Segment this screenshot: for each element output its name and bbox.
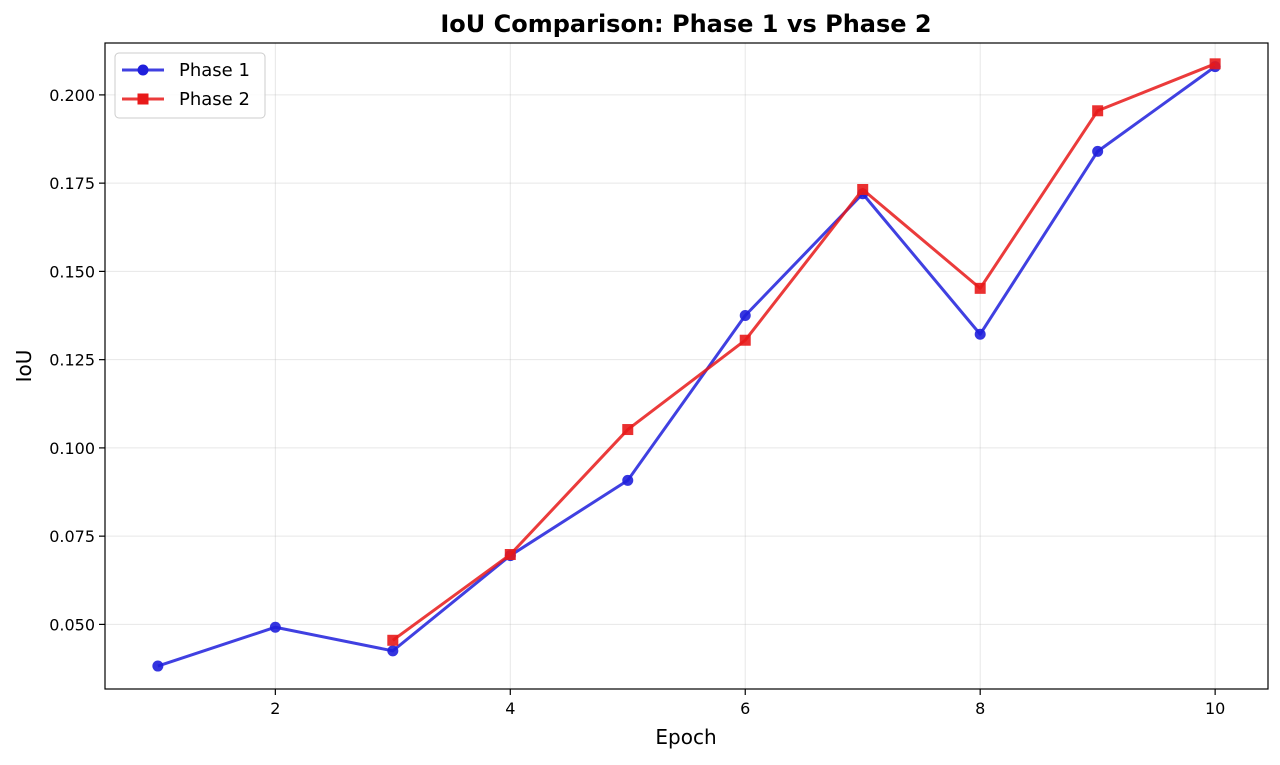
legend: Phase 1 Phase 2 [114, 52, 266, 119]
y-tick-label: 0.125 [49, 351, 95, 370]
legend-label: Phase 2 [179, 89, 250, 110]
data-point [974, 328, 986, 340]
data-point [152, 660, 164, 672]
series-layer [152, 58, 1221, 672]
series-line-phase-1 [157, 65, 1217, 668]
x-tick-label: 2 [270, 699, 280, 718]
grid [105, 43, 1268, 689]
data-point [1092, 105, 1104, 117]
legend-entry-phase-2: Phase 2 [122, 89, 250, 110]
data-point [622, 424, 634, 436]
y-tick-label: 0.175 [49, 174, 95, 193]
series-phase-1 [152, 61, 1221, 672]
data-point [269, 621, 281, 633]
data-point [387, 645, 399, 657]
data-point [739, 310, 751, 322]
ticks: 2 4 6 8 10 0.050 0.075 0.100 0.125 0.150 0.175 0.20… [49, 86, 1225, 718]
legend-entry-phase-1: Phase 1 [122, 60, 250, 81]
data-point [974, 282, 986, 294]
x-tick-label: 10 [1205, 699, 1225, 718]
series-phase-2 [387, 58, 1221, 646]
data-point [387, 634, 399, 646]
x-axis-label: Epoch [655, 725, 716, 749]
y-tick-label: 0.100 [49, 439, 95, 458]
x-tick-label: 8 [975, 699, 985, 718]
y-tick-label: 0.150 [49, 262, 95, 281]
data-point [1209, 58, 1221, 70]
chart-title: IoU Comparison: Phase 1 vs Phase 2 [440, 10, 931, 38]
data-point [622, 474, 634, 486]
series-line-phase-2 [391, 62, 1216, 642]
data-point [504, 549, 516, 561]
plot-frame [104, 42, 1269, 690]
legend-marker [137, 64, 149, 76]
x-tick-label: 4 [505, 699, 515, 718]
data-point [1092, 145, 1104, 157]
y-tick-label: 0.200 [49, 86, 95, 105]
data-point [857, 183, 869, 195]
y-axis-label: IoU [12, 350, 36, 383]
y-tick-label: 0.050 [49, 615, 95, 634]
legend-marker [137, 93, 149, 105]
x-tick-label: 6 [740, 699, 750, 718]
data-point [739, 334, 751, 346]
legend-label: Phase 1 [179, 60, 250, 81]
y-tick-label: 0.075 [49, 527, 95, 546]
